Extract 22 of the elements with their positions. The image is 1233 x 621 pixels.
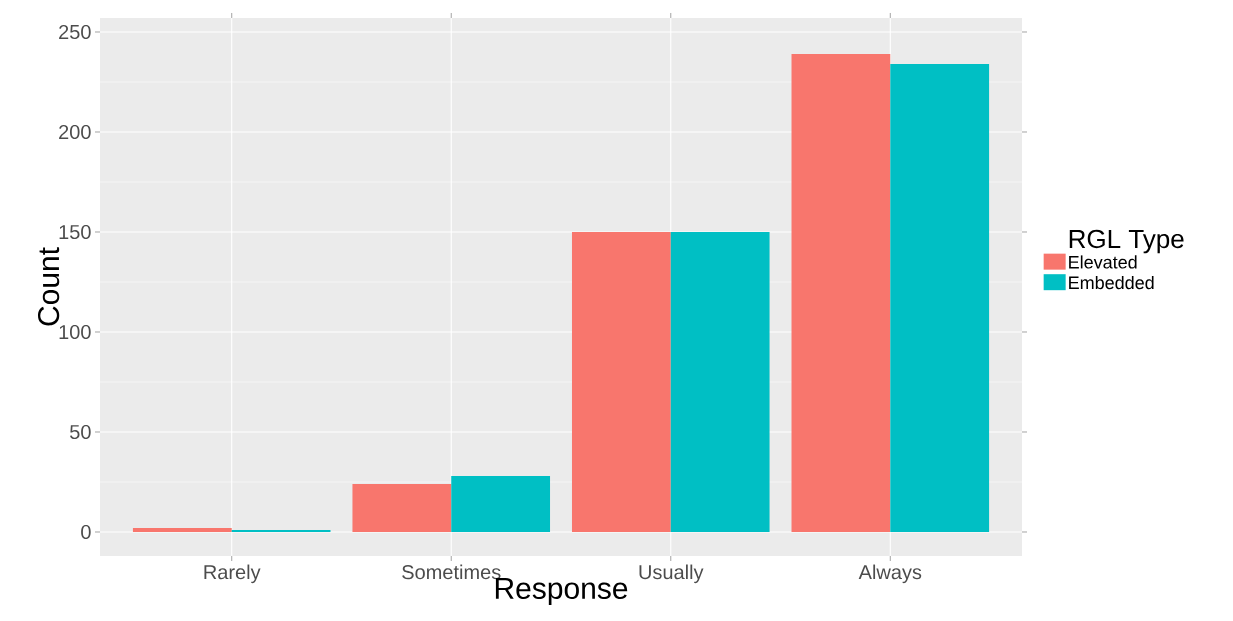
bar bbox=[352, 484, 452, 532]
y-tick-label: 50 bbox=[70, 424, 91, 440]
legend-label: Embedded bbox=[1069, 275, 1154, 290]
y-tick-label: 150 bbox=[59, 224, 91, 240]
x-axis-title: Response bbox=[495, 578, 628, 605]
bar bbox=[132, 528, 232, 532]
x-tick-label: Sometimes bbox=[402, 564, 501, 580]
x-tick-label: Always bbox=[858, 564, 922, 584]
y-tick-label: 200 bbox=[59, 124, 91, 140]
bar bbox=[451, 476, 551, 532]
bar bbox=[791, 53, 891, 532]
bar bbox=[571, 232, 671, 532]
y-tick-label: 250 bbox=[59, 24, 91, 40]
x-tick-label: Rarely bbox=[204, 564, 261, 584]
y-axis-title: Count bbox=[37, 247, 60, 326]
y-tick-label: 0 bbox=[81, 524, 91, 540]
y-tick-label: 100 bbox=[59, 324, 91, 340]
x-tick-label: Usually bbox=[639, 564, 704, 584]
legend-title: RGL Type bbox=[1069, 229, 1184, 254]
legend-label: Elevated bbox=[1069, 255, 1137, 269]
bar bbox=[670, 232, 770, 532]
bar bbox=[890, 63, 990, 532]
